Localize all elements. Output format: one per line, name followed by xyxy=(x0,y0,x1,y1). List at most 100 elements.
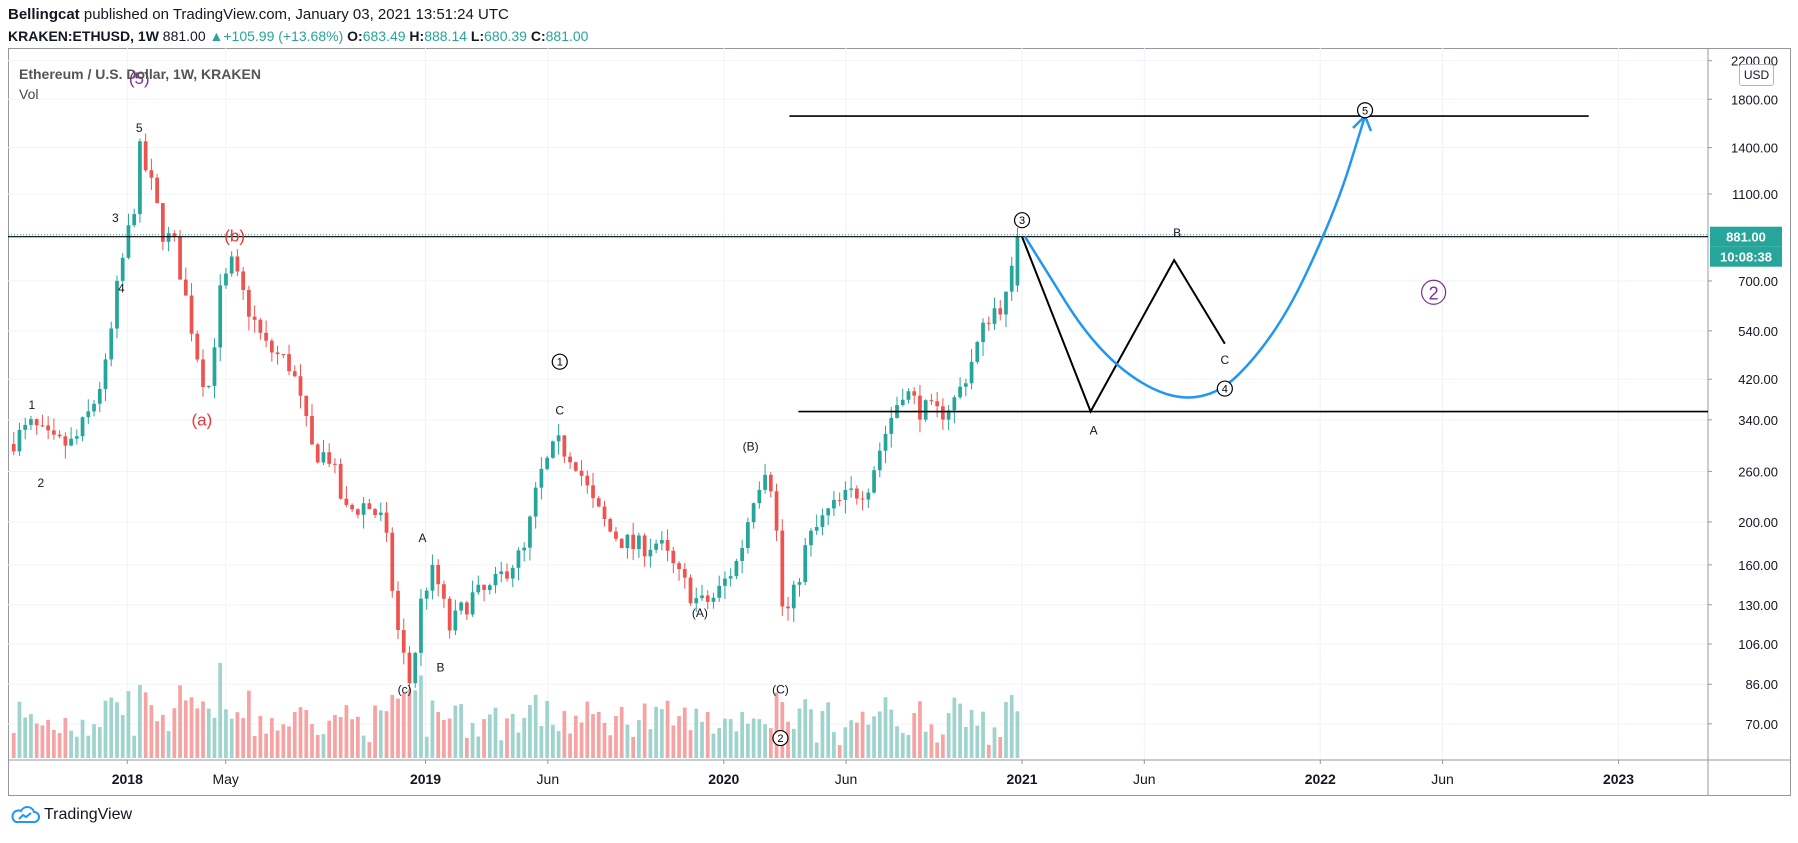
price-tick-label: 70.00 xyxy=(1745,717,1778,732)
candle-body xyxy=(350,504,354,510)
volume-bar xyxy=(350,719,354,758)
volume-bar xyxy=(843,727,848,758)
wave-number: 2 xyxy=(777,733,783,745)
tradingview-brand[interactable]: TradingView xyxy=(10,806,132,824)
wave-circle xyxy=(1216,380,1233,397)
volume-bar xyxy=(826,702,831,758)
candle-body xyxy=(717,585,722,598)
volume-bar xyxy=(430,700,435,758)
wave-label: C xyxy=(555,403,564,417)
volume-bar xyxy=(367,742,372,758)
candle-body xyxy=(826,508,831,516)
time-tick-label: 2023 xyxy=(1603,771,1634,787)
candle-body xyxy=(46,425,51,431)
price-tick-label: 340.00 xyxy=(1738,413,1778,428)
open-value: 683.49 xyxy=(362,28,406,44)
candle-body xyxy=(430,564,435,591)
candle-body xyxy=(854,488,859,499)
volume-bar xyxy=(522,717,527,758)
volume-bar xyxy=(1015,711,1020,758)
wave-label: (C) xyxy=(772,682,789,696)
volume-bar xyxy=(946,713,951,758)
volume-bar xyxy=(344,705,349,758)
candle-body xyxy=(459,602,463,611)
time-tick-label: 2019 xyxy=(410,771,441,787)
candle-body xyxy=(396,590,400,631)
volume-bar xyxy=(596,711,601,758)
candle-body xyxy=(292,371,297,377)
candle-body xyxy=(269,340,274,353)
circled-wave-label: 5 xyxy=(1356,102,1374,119)
currency-badge[interactable]: USD xyxy=(1739,64,1774,86)
volume-bar xyxy=(528,704,532,758)
volume-bar xyxy=(52,729,56,758)
brand-name: TradingView xyxy=(44,806,133,823)
legend-title[interactable]: Ethereum / U.S. Dollar, 1W, KRAKEN xyxy=(19,66,261,82)
volume-bar xyxy=(671,725,676,758)
candle-body xyxy=(843,489,848,500)
change-value: +105.99 (+13.68%) xyxy=(223,28,344,44)
candle-body xyxy=(579,470,584,476)
volume-bar xyxy=(780,702,785,758)
candle-body xyxy=(929,400,934,402)
volume-bar xyxy=(11,732,16,758)
volume-bar xyxy=(269,718,274,758)
volume-bar xyxy=(178,685,182,758)
volume-bar xyxy=(998,736,1003,758)
primary-wave-label: 2 xyxy=(1421,279,1447,305)
volume-bar xyxy=(413,690,418,758)
volume-bar xyxy=(235,712,240,758)
legend-volume[interactable]: Vol xyxy=(19,86,39,102)
wave-circle xyxy=(1013,212,1031,229)
candle-body xyxy=(63,436,68,446)
volume-bar xyxy=(229,718,234,758)
volume-bar xyxy=(275,730,280,758)
volume-bar xyxy=(797,708,802,758)
candle-body xyxy=(86,411,91,418)
volume-bar xyxy=(126,691,131,758)
volume-bar xyxy=(642,703,647,758)
volume-bar xyxy=(665,700,670,758)
volume-bar xyxy=(659,709,664,758)
volume-bar xyxy=(132,735,137,758)
candle-body xyxy=(333,463,337,465)
candle-body xyxy=(998,308,1003,315)
candle-body xyxy=(768,474,773,492)
candle-body xyxy=(625,534,630,549)
volume-bar xyxy=(614,715,618,758)
close-value: 881.00 xyxy=(545,28,589,44)
candle-body xyxy=(918,395,922,420)
grid-lines xyxy=(8,48,1708,760)
volume-bar xyxy=(149,705,154,758)
volume-bar xyxy=(442,719,446,758)
candle-body xyxy=(585,475,590,486)
volume-bar xyxy=(866,724,871,758)
volume-bar xyxy=(906,734,911,758)
volume-bar xyxy=(115,702,119,758)
candle-body xyxy=(189,295,194,334)
volume-bar xyxy=(768,728,773,758)
volume-bar xyxy=(803,699,808,758)
published-text: published on TradingView.com, January 03… xyxy=(83,6,509,23)
volume-bars xyxy=(11,663,1020,758)
volume-bar xyxy=(92,724,96,758)
volume-bar xyxy=(774,692,779,758)
candle-body xyxy=(814,526,819,531)
volume-bar xyxy=(476,736,481,758)
volume-bar xyxy=(923,731,928,758)
wave-label: 5 xyxy=(136,121,143,135)
volume-bar xyxy=(155,721,159,758)
volume-bar xyxy=(34,723,39,758)
candle-body xyxy=(258,319,263,333)
volume-bar xyxy=(545,700,550,758)
candle-body xyxy=(872,470,876,493)
candle-body xyxy=(132,214,137,226)
volume-bar xyxy=(539,726,544,758)
candle-body xyxy=(338,463,343,499)
candle-body xyxy=(797,582,802,585)
author-name[interactable]: Bellingcat xyxy=(8,6,80,23)
volume-bar xyxy=(183,700,188,758)
volume-bar xyxy=(57,733,62,758)
volume-bar xyxy=(447,718,452,758)
